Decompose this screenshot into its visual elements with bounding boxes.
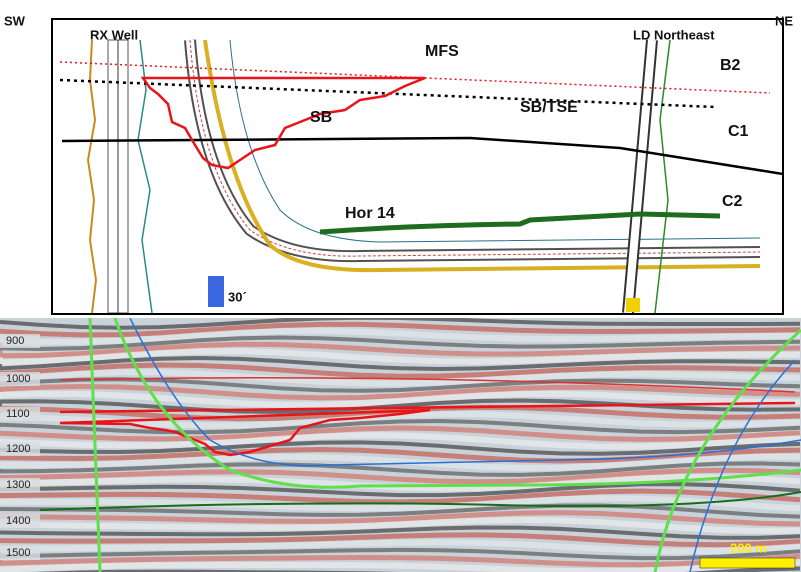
direction-ne: NE [775, 13, 793, 28]
depth-label-bg [0, 334, 40, 348]
ld-well-path-seismic [689, 359, 796, 572]
depth-label: 1300 [6, 479, 30, 491]
depth-label-bg [0, 372, 40, 386]
hor14-seismic [39, 491, 801, 511]
seismic-reflector [0, 503, 801, 519]
seismic-reflector [0, 418, 801, 435]
ld-well-inner [624, 39, 656, 313]
zone-label: C1 [728, 123, 749, 140]
depth-label-bg [0, 407, 40, 421]
sb-tse-label: SB/TSE [520, 99, 578, 116]
seismic-reflector [0, 327, 801, 345]
seismic-reflector [0, 355, 801, 372]
scale-bar-label: 200 m [730, 540, 767, 555]
depth-label-bg [0, 514, 40, 528]
well-label: RX Well [90, 27, 138, 42]
seismic-reflector [0, 467, 801, 485]
sb-label: SB [310, 109, 332, 126]
seismic-reflector [0, 362, 801, 379]
mfs-label: MFS [425, 43, 459, 60]
depth-label: 1400 [6, 515, 30, 527]
seismic-overlays [39, 318, 801, 572]
seismic-reflector [0, 425, 801, 442]
seismic-reflector [0, 390, 801, 408]
depth-label: 900 [6, 335, 24, 347]
deviated-well-yellow [203, 39, 761, 273]
seismic-section [0, 318, 801, 572]
sb-wedge-seismic [59, 408, 431, 457]
seismic-reflector [0, 341, 801, 359]
seismic-reflector [0, 495, 801, 512]
well-label: LD Northeast [633, 27, 715, 42]
deviated-well-log [189, 39, 761, 257]
seismic-reflector [0, 432, 801, 450]
correlation-content [59, 39, 783, 313]
deviated-well-log-2 [229, 39, 761, 243]
vertical-scale-bar [208, 276, 224, 307]
depth-label: 1500 [6, 547, 30, 559]
seismic-reflector [0, 510, 801, 527]
seismic-reflector [0, 482, 801, 498]
well-log-green [113, 318, 801, 489]
hor14-label: Hor 14 [345, 205, 395, 222]
depth-label: 1100 [6, 408, 30, 420]
rx-log-1 [86, 39, 98, 313]
seismic-reflector [0, 516, 801, 534]
depth-label-bg [0, 478, 40, 492]
zone-label: C2 [722, 193, 743, 210]
seismic-reflector [0, 446, 801, 464]
scale-bar [699, 557, 796, 569]
seismic-reflector [0, 383, 801, 401]
vertical-scale-label: 30´ [228, 289, 247, 304]
seismic-reflector [0, 335, 801, 352]
seismic-reflector [0, 318, 801, 330]
seismic-reflector [0, 321, 801, 338]
depth-label: 1200 [6, 443, 30, 455]
depth-label: 1000 [6, 373, 30, 385]
ld-log-fill [626, 298, 640, 312]
rx-well-log-seismic [88, 318, 102, 572]
well-path-blue [129, 318, 801, 467]
ld-log [654, 39, 671, 313]
c1-base-line [61, 136, 783, 176]
depth-label-bg [0, 442, 40, 456]
sb-surface-seismic [59, 401, 796, 414]
hor14-line [319, 211, 721, 235]
seismic-reflector [0, 488, 801, 505]
zone-label: B2 [720, 57, 741, 74]
seismic-reflector [0, 440, 801, 456]
seismic-reflector [0, 461, 801, 477]
red-horizon [59, 376, 796, 393]
seismic-reflector [0, 348, 801, 366]
seismic-reflector [0, 453, 801, 471]
seismic-reflector [0, 369, 801, 387]
depth-label-bg [0, 546, 40, 560]
sb-wedge [140, 76, 426, 170]
direction-sw: SW [4, 13, 26, 28]
sb-tse-line [59, 78, 716, 109]
ld-well-log-seismic [653, 328, 801, 572]
depth-axis: 900 1000 1100 1200 1300 1400 1500 [0, 334, 40, 560]
seismic-reflector [0, 525, 801, 540]
